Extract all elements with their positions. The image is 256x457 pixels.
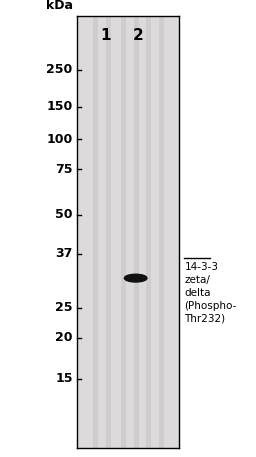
Text: 15: 15 — [55, 372, 73, 385]
Text: 1: 1 — [100, 28, 111, 43]
Text: 2: 2 — [133, 28, 144, 43]
Text: 50: 50 — [55, 208, 73, 221]
Text: 14-3-3
zeta/
delta
(Phospho-
Thr232): 14-3-3 zeta/ delta (Phospho- Thr232) — [184, 262, 237, 324]
Text: 20: 20 — [55, 331, 73, 344]
Text: 25: 25 — [55, 301, 73, 314]
Text: 250: 250 — [46, 64, 73, 76]
Text: 100: 100 — [46, 133, 73, 146]
Text: 150: 150 — [46, 100, 73, 113]
Text: kDa: kDa — [46, 0, 73, 12]
Text: 37: 37 — [55, 247, 73, 260]
Ellipse shape — [124, 274, 147, 282]
Text: 75: 75 — [55, 163, 73, 176]
